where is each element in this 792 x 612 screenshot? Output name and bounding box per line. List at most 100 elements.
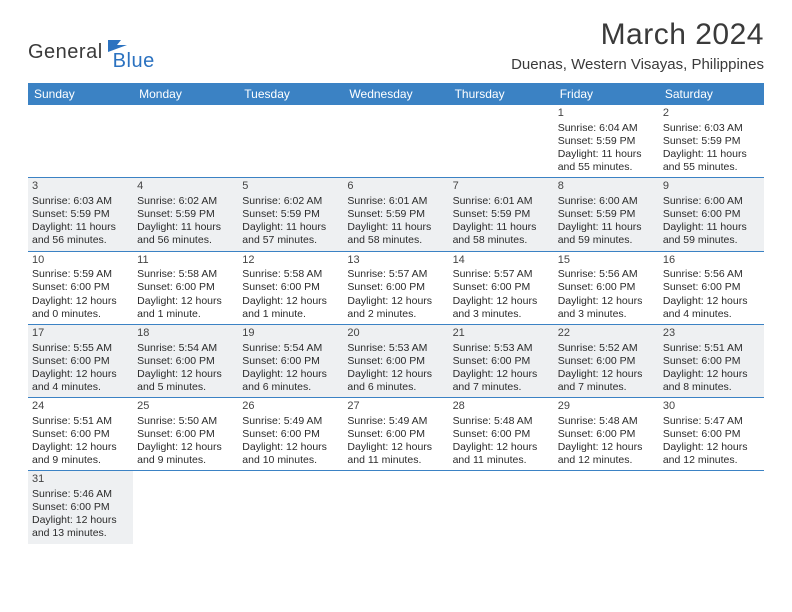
daylight-text: and 4 minutes. — [663, 308, 760, 321]
sunrise-text: Sunrise: 5:54 AM — [242, 342, 339, 355]
calendar-day-cell — [133, 471, 238, 544]
weekday-header: Monday — [133, 83, 238, 105]
sunset-text: Sunset: 6:00 PM — [32, 428, 129, 441]
day-number: 15 — [558, 254, 655, 268]
sunset-text: Sunset: 5:59 PM — [453, 208, 550, 221]
weekday-header-row: Sunday Monday Tuesday Wednesday Thursday… — [28, 83, 764, 105]
sunrise-text: Sunrise: 5:54 AM — [137, 342, 234, 355]
day-number: 11 — [137, 254, 234, 268]
daylight-text: and 58 minutes. — [453, 234, 550, 247]
calendar-day-cell: 25Sunrise: 5:50 AMSunset: 6:00 PMDayligh… — [133, 398, 238, 471]
daylight-text: and 4 minutes. — [32, 381, 129, 394]
sunrise-text: Sunrise: 6:00 AM — [558, 195, 655, 208]
day-number: 9 — [663, 180, 760, 194]
daylight-text: and 58 minutes. — [347, 234, 444, 247]
daylight-text: and 1 minute. — [137, 308, 234, 321]
sunset-text: Sunset: 6:00 PM — [137, 281, 234, 294]
calendar-day-cell — [659, 471, 764, 544]
day-number: 1 — [558, 107, 655, 121]
sunrise-text: Sunrise: 6:00 AM — [663, 195, 760, 208]
daylight-text: and 7 minutes. — [558, 381, 655, 394]
day-number: 19 — [242, 327, 339, 341]
sunrise-text: Sunrise: 5:57 AM — [453, 268, 550, 281]
daylight-text: Daylight: 11 hours — [558, 221, 655, 234]
daylight-text: and 2 minutes. — [347, 308, 444, 321]
calendar-day-cell — [28, 105, 133, 178]
sunset-text: Sunset: 5:59 PM — [347, 208, 444, 221]
weekday-header: Tuesday — [238, 83, 343, 105]
sunrise-text: Sunrise: 5:49 AM — [242, 415, 339, 428]
sunset-text: Sunset: 6:00 PM — [558, 355, 655, 368]
calendar-week-row: 10Sunrise: 5:59 AMSunset: 6:00 PMDayligh… — [28, 251, 764, 324]
sunrise-text: Sunrise: 5:49 AM — [347, 415, 444, 428]
sunset-text: Sunset: 5:59 PM — [558, 135, 655, 148]
daylight-text: Daylight: 12 hours — [32, 514, 129, 527]
daylight-text: Daylight: 12 hours — [558, 295, 655, 308]
daylight-text: and 10 minutes. — [242, 454, 339, 467]
daylight-text: and 13 minutes. — [32, 527, 129, 540]
daylight-text: Daylight: 11 hours — [347, 221, 444, 234]
calendar-day-cell: 5Sunrise: 6:02 AMSunset: 5:59 PMDaylight… — [238, 178, 343, 251]
daylight-text: and 59 minutes. — [663, 234, 760, 247]
daylight-text: and 7 minutes. — [453, 381, 550, 394]
calendar-day-cell: 26Sunrise: 5:49 AMSunset: 6:00 PMDayligh… — [238, 398, 343, 471]
sunrise-text: Sunrise: 5:58 AM — [242, 268, 339, 281]
sunrise-text: Sunrise: 5:55 AM — [32, 342, 129, 355]
sunrise-text: Sunrise: 5:57 AM — [347, 268, 444, 281]
calendar-day-cell — [343, 471, 448, 544]
calendar-week-row: 31Sunrise: 5:46 AMSunset: 6:00 PMDayligh… — [28, 471, 764, 544]
logo-text-blue: Blue — [113, 50, 155, 73]
calendar-week-row: 24Sunrise: 5:51 AMSunset: 6:00 PMDayligh… — [28, 398, 764, 471]
calendar-day-cell: 29Sunrise: 5:48 AMSunset: 6:00 PMDayligh… — [554, 398, 659, 471]
daylight-text: Daylight: 11 hours — [453, 221, 550, 234]
day-number: 27 — [347, 400, 444, 414]
day-number: 25 — [137, 400, 234, 414]
calendar-day-cell: 6Sunrise: 6:01 AMSunset: 5:59 PMDaylight… — [343, 178, 448, 251]
daylight-text: and 57 minutes. — [242, 234, 339, 247]
daylight-text: and 11 minutes. — [347, 454, 444, 467]
calendar-day-cell — [449, 105, 554, 178]
day-number: 13 — [347, 254, 444, 268]
calendar-week-row: 17Sunrise: 5:55 AMSunset: 6:00 PMDayligh… — [28, 324, 764, 397]
weekday-header: Thursday — [449, 83, 554, 105]
calendar-day-cell — [343, 105, 448, 178]
weekday-header: Wednesday — [343, 83, 448, 105]
sunrise-text: Sunrise: 6:01 AM — [347, 195, 444, 208]
daylight-text: Daylight: 12 hours — [137, 441, 234, 454]
sunrise-text: Sunrise: 5:52 AM — [558, 342, 655, 355]
day-number: 6 — [347, 180, 444, 194]
sunrise-text: Sunrise: 5:48 AM — [453, 415, 550, 428]
day-number: 26 — [242, 400, 339, 414]
sunrise-text: Sunrise: 6:03 AM — [32, 195, 129, 208]
day-number: 28 — [453, 400, 550, 414]
calendar-day-cell — [238, 471, 343, 544]
sunrise-text: Sunrise: 6:01 AM — [453, 195, 550, 208]
calendar-day-cell: 16Sunrise: 5:56 AMSunset: 6:00 PMDayligh… — [659, 251, 764, 324]
calendar-day-cell: 23Sunrise: 5:51 AMSunset: 6:00 PMDayligh… — [659, 324, 764, 397]
sunset-text: Sunset: 6:00 PM — [663, 355, 760, 368]
sunset-text: Sunset: 6:00 PM — [32, 281, 129, 294]
day-number: 20 — [347, 327, 444, 341]
calendar-day-cell: 17Sunrise: 5:55 AMSunset: 6:00 PMDayligh… — [28, 324, 133, 397]
daylight-text: Daylight: 12 hours — [32, 295, 129, 308]
day-number: 21 — [453, 327, 550, 341]
sunset-text: Sunset: 6:00 PM — [663, 208, 760, 221]
sunrise-text: Sunrise: 5:56 AM — [663, 268, 760, 281]
daylight-text: Daylight: 12 hours — [32, 368, 129, 381]
sunset-text: Sunset: 6:00 PM — [453, 281, 550, 294]
daylight-text: Daylight: 12 hours — [663, 368, 760, 381]
header-row: General Blue March 2024 Duenas, Western … — [28, 18, 764, 73]
sunset-text: Sunset: 5:59 PM — [242, 208, 339, 221]
calendar-day-cell: 7Sunrise: 6:01 AMSunset: 5:59 PMDaylight… — [449, 178, 554, 251]
day-number: 30 — [663, 400, 760, 414]
day-number: 7 — [453, 180, 550, 194]
daylight-text: Daylight: 12 hours — [453, 441, 550, 454]
daylight-text: and 5 minutes. — [137, 381, 234, 394]
calendar-day-cell — [554, 471, 659, 544]
daylight-text: and 6 minutes. — [347, 381, 444, 394]
daylight-text: and 56 minutes. — [137, 234, 234, 247]
calendar-day-cell: 11Sunrise: 5:58 AMSunset: 6:00 PMDayligh… — [133, 251, 238, 324]
sunset-text: Sunset: 6:00 PM — [453, 428, 550, 441]
daylight-text: and 9 minutes. — [137, 454, 234, 467]
day-number: 12 — [242, 254, 339, 268]
